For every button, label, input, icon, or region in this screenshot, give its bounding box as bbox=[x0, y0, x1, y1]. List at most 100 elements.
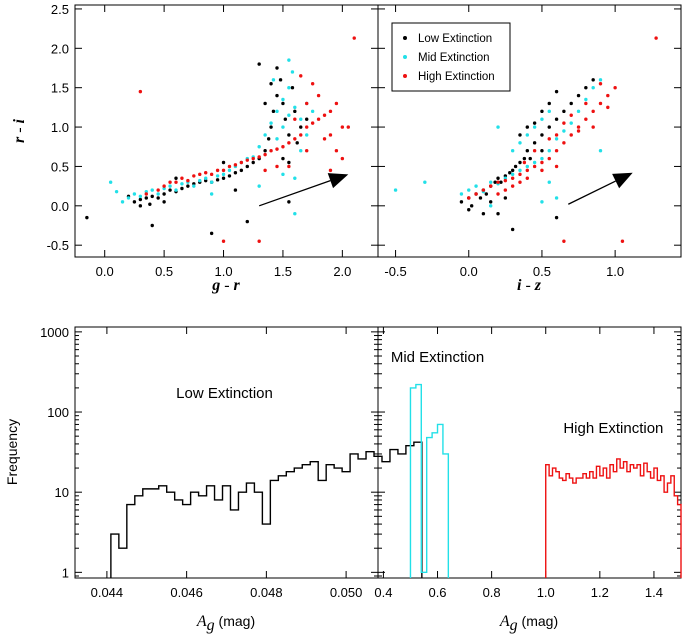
point-low-extinction-0-7 bbox=[156, 196, 160, 200]
point-low-extinction-0-33 bbox=[287, 133, 291, 137]
point-mid-extinction-1-29 bbox=[540, 200, 544, 204]
reddening-arrow-head-1 bbox=[612, 172, 633, 189]
ytick-label-0-5: 2.0 bbox=[51, 41, 69, 56]
point-high-extinction-0-39 bbox=[328, 133, 333, 137]
point-mid-extinction-0-25 bbox=[257, 145, 261, 149]
point-mid-extinction-0-35 bbox=[281, 125, 285, 129]
point-low-extinction-1-14 bbox=[513, 164, 518, 169]
point-low-extinction-0-39 bbox=[263, 101, 267, 106]
point-low-extinction-1-13 bbox=[510, 168, 515, 173]
point-low-extinction-1-19 bbox=[540, 133, 544, 137]
ytick-label-2-1: 10 bbox=[55, 485, 69, 500]
point-mid-extinction-0-17 bbox=[209, 180, 214, 184]
point-high-extinction-1-30 bbox=[584, 101, 588, 106]
point-high-extinction-1-20 bbox=[613, 85, 617, 90]
point-low-extinction-1-33 bbox=[510, 227, 515, 232]
point-low-extinction-0-18 bbox=[221, 176, 226, 180]
point-mid-extinction-0-10 bbox=[168, 184, 172, 188]
point-low-extinction-1-37 bbox=[481, 211, 486, 216]
ytick-label-0-3: 1.0 bbox=[51, 120, 69, 135]
point-high-extinction-0-32 bbox=[340, 125, 345, 129]
point-high-extinction-0-20 bbox=[269, 148, 273, 153]
point-low-extinction-1-2 bbox=[469, 204, 474, 208]
point-low-extinction-1-22 bbox=[562, 109, 566, 114]
point-mid-extinction-0-12 bbox=[180, 182, 184, 186]
point-high-extinction-0-46 bbox=[275, 164, 279, 169]
point-high-extinction-0-3 bbox=[168, 180, 172, 184]
point-high-extinction-1-26 bbox=[532, 148, 537, 153]
point-mid-extinction-1-20 bbox=[591, 85, 595, 90]
point-low-extinction-1-38 bbox=[503, 196, 508, 200]
point-high-extinction-0-29 bbox=[322, 113, 327, 117]
point-mid-extinction-0-18 bbox=[215, 174, 220, 178]
point-high-extinction-1-1 bbox=[474, 192, 478, 196]
point-high-extinction-0-16 bbox=[245, 158, 249, 162]
point-high-extinction-1-41 bbox=[522, 160, 527, 165]
point-high-extinction-1-34 bbox=[620, 239, 625, 243]
point-high-extinction-0-26 bbox=[305, 125, 309, 129]
point-high-extinction-1-36 bbox=[591, 125, 595, 129]
point-low-extinction-0-30 bbox=[278, 78, 283, 82]
xlabel-bottom-right-unit: (mag) bbox=[518, 613, 558, 629]
point-mid-extinction-0-7 bbox=[150, 188, 154, 192]
point-high-extinction-1-32 bbox=[654, 36, 658, 40]
xtick-label-2-3: 0.050 bbox=[330, 585, 363, 600]
point-high-extinction-1-15 bbox=[576, 125, 581, 129]
point-low-extinction-1-0 bbox=[459, 200, 464, 204]
point-low-extinction-0-53 bbox=[305, 117, 309, 121]
point-high-extinction-0-43 bbox=[257, 239, 261, 243]
point-mid-extinction-1-1 bbox=[423, 180, 427, 184]
annotation-low-extinction: Low Extinction bbox=[176, 385, 273, 402]
point-high-extinction-1-19 bbox=[606, 93, 610, 98]
point-high-extinction-0-27 bbox=[310, 121, 315, 125]
xlabel-bottom-left-unit: (mag) bbox=[215, 613, 255, 629]
point-mid-extinction-1-16 bbox=[562, 129, 566, 133]
point-high-extinction-1-17 bbox=[591, 109, 595, 114]
point-mid-extinction-1-19 bbox=[584, 97, 588, 102]
xlabel-bottom-right-a: A bbox=[499, 613, 510, 630]
point-mid-extinction-0-37 bbox=[290, 70, 295, 74]
point-high-extinction-0-15 bbox=[239, 160, 244, 165]
point-low-extinction-0-35 bbox=[293, 109, 297, 114]
point-low-extinction-0-23 bbox=[251, 160, 255, 165]
legend-marker-low bbox=[403, 36, 407, 40]
point-high-extinction-1-9 bbox=[532, 164, 537, 169]
point-high-extinction-0-1 bbox=[156, 188, 160, 192]
ytick-label-0-2: 0.5 bbox=[51, 159, 69, 174]
point-mid-extinction-1-26 bbox=[518, 141, 522, 145]
legend-label-mid: Mid Extinction bbox=[418, 52, 490, 64]
point-mid-extinction-1-31 bbox=[598, 148, 603, 153]
ylabel-bottom-left: Frequency bbox=[4, 419, 20, 485]
xtick-label-0-4: 2.0 bbox=[333, 264, 351, 279]
ylabel-top-left-var2: i bbox=[11, 118, 28, 123]
point-high-extinction-0-0 bbox=[144, 192, 148, 196]
point-low-extinction-0-40 bbox=[275, 66, 279, 70]
point-mid-extinction-1-23 bbox=[532, 125, 537, 129]
point-high-extinction-0-6 bbox=[186, 178, 190, 183]
point-high-extinction-0-31 bbox=[334, 101, 339, 106]
xtick-label-0-3: 1.5 bbox=[274, 264, 292, 279]
ylabel-top-left: r - i bbox=[11, 118, 28, 143]
point-low-extinction-1-9 bbox=[496, 176, 500, 180]
point-low-extinction-1-10 bbox=[499, 180, 503, 184]
ylabel-top-left-sep: - bbox=[11, 123, 28, 136]
ytick-label-2-3: 1000 bbox=[40, 325, 69, 340]
panel-frame-bottom-left bbox=[74, 326, 379, 579]
point-low-extinction-1-15 bbox=[518, 160, 522, 165]
point-mid-extinction-0-20 bbox=[227, 168, 232, 173]
point-mid-extinction-0-16 bbox=[204, 176, 208, 180]
point-high-extinction-0-38 bbox=[322, 137, 327, 141]
point-low-extinction-0-19 bbox=[227, 174, 232, 178]
point-mid-extinction-1-18 bbox=[576, 109, 581, 114]
xlabel-top-left: g - r bbox=[211, 277, 240, 294]
point-mid-extinction-0-2 bbox=[120, 200, 125, 204]
point-mid-extinction-1-11 bbox=[525, 164, 530, 169]
xlabel-top-right-sep: - bbox=[521, 277, 534, 294]
point-low-extinction-0-31 bbox=[281, 101, 285, 106]
point-low-extinction-1-32 bbox=[554, 89, 559, 94]
point-low-extinction-0-43 bbox=[150, 223, 154, 228]
point-high-extinction-1-22 bbox=[518, 180, 522, 184]
point-low-extinction-0-34 bbox=[290, 85, 295, 90]
point-high-extinction-0-49 bbox=[263, 168, 267, 173]
